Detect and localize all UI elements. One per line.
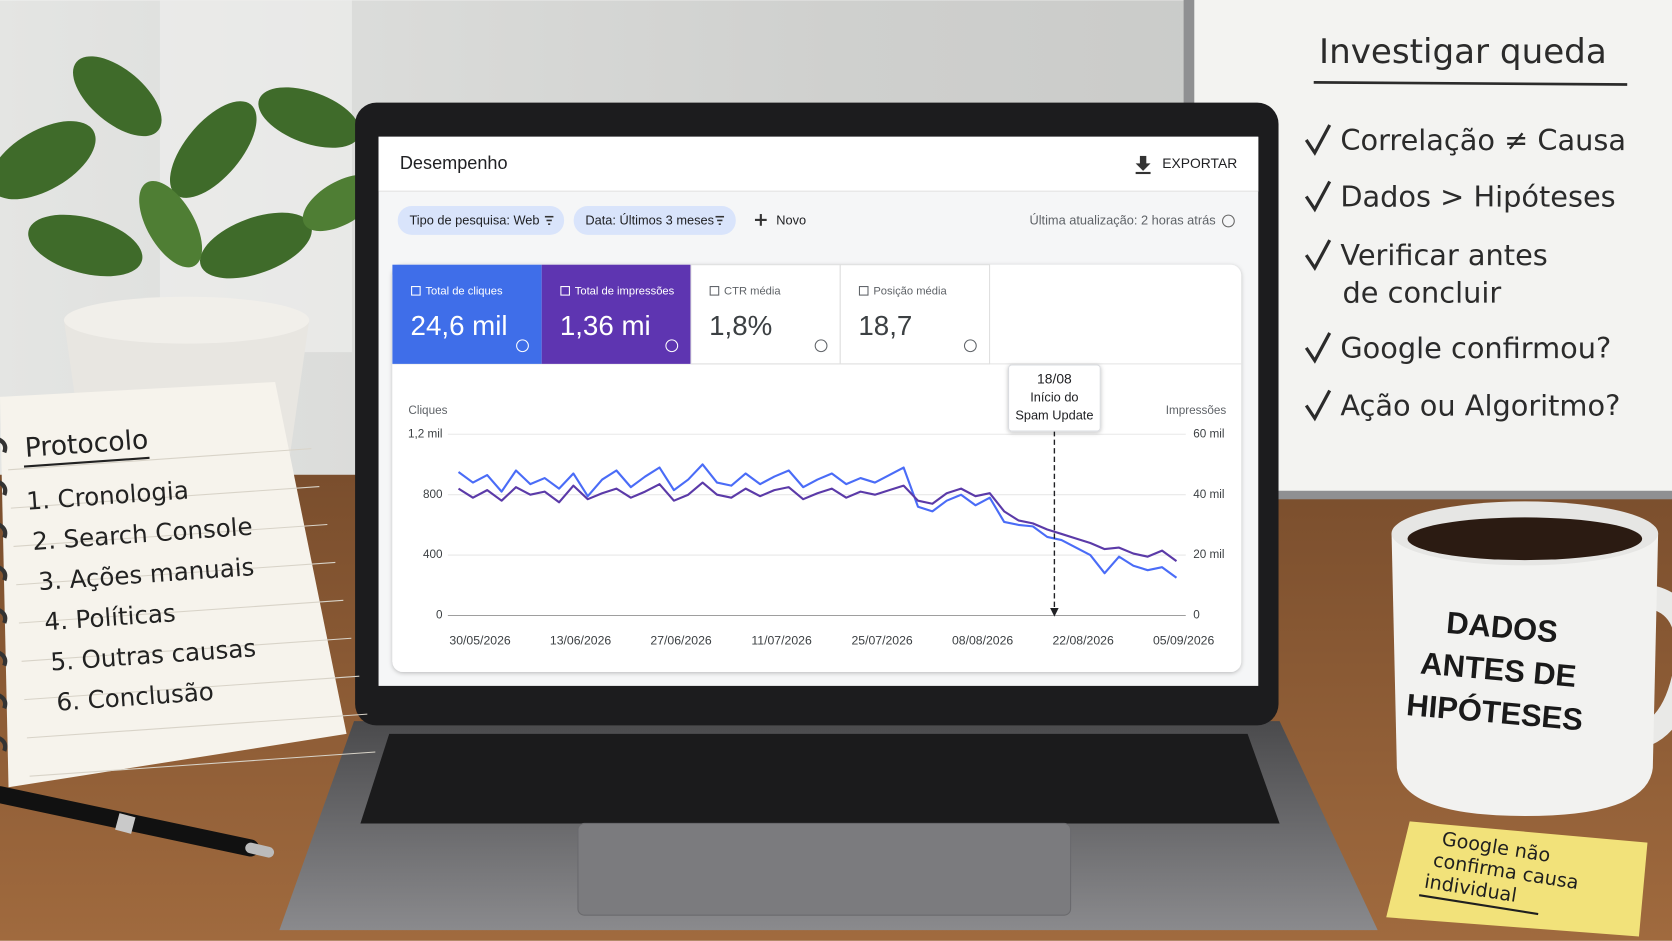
y2-tick-label: 40 mil <box>1193 488 1224 501</box>
y-tick-label: 800 <box>423 488 443 501</box>
keyboard <box>360 733 1280 824</box>
check-mark <box>1304 389 1332 422</box>
metric-help-icon <box>665 339 679 353</box>
metric-help-icon <box>516 339 529 353</box>
ruled-line <box>8 448 312 471</box>
check-mark <box>1304 332 1332 364</box>
ruled-line <box>16 561 336 586</box>
metric-value: 1,36 mi <box>560 310 651 341</box>
screen-ui: Desempenho EXPORTAR Tipo de pesquisa: Web D… <box>392 153 1237 365</box>
y2-tick-label: 20 mil <box>1193 548 1224 561</box>
metric-checkbox <box>411 286 421 296</box>
notebook-rings <box>0 437 8 752</box>
y-axis-title: Cliques <box>408 404 447 417</box>
x-tick-label: 05/09/2026 <box>1153 633 1214 647</box>
series-line <box>457 463 1178 579</box>
metric-card[interactable]: Total de impressões 1,36 mi <box>541 264 691 364</box>
pot-rim <box>63 296 310 344</box>
annotation-box <box>1008 364 1101 432</box>
trackpad <box>577 822 1072 916</box>
whiteboard-item: Correlação ≠ Causa <box>1340 123 1626 157</box>
filter-chip[interactable] <box>573 206 736 235</box>
ruled-line <box>29 751 376 777</box>
x-tick-label: 13/06/2026 <box>550 633 611 647</box>
screen-header <box>378 136 1259 192</box>
x-tick-label: 22/08/2026 <box>1052 633 1113 647</box>
last-update: Última atualização: 2 horas atrás <box>1029 212 1215 227</box>
metric-value: 18,7 <box>858 310 912 341</box>
ruled-line <box>24 675 360 701</box>
metric-card[interactable]: Total de cliques 24,6 mil <box>392 264 542 364</box>
metric-label: Total de cliques <box>425 285 503 297</box>
title-underline <box>1313 81 1628 86</box>
x-tick-label: 25/07/2026 <box>851 633 912 647</box>
filter-chip-label: Data: Últimos 3 meses <box>585 212 714 227</box>
ruled-line <box>18 599 344 624</box>
export-icon <box>1135 155 1151 175</box>
pen <box>0 786 275 858</box>
y2-tick-label: 60 mil <box>1193 427 1224 440</box>
y-tick-label: 0 <box>436 609 443 622</box>
annotation-text: 18/08 <box>1037 371 1072 387</box>
whiteboard-item: Ação ou Algoritmo? <box>1340 389 1620 423</box>
metric-help-icon <box>963 339 977 353</box>
y-tick-label: 400 <box>423 548 443 561</box>
y-tick-label: 1,2 mil <box>408 427 443 440</box>
whiteboard-text: Investigar queda Correlação ≠ Causa Dados … <box>1304 32 1628 423</box>
page-title: Desempenho <box>400 153 508 173</box>
new-filter[interactable]: Novo <box>776 212 806 227</box>
info-icon <box>1222 214 1235 228</box>
x-tick-label: 11/07/2026 <box>751 633 812 647</box>
notebook <box>0 381 347 788</box>
sticky-note <box>1386 821 1648 937</box>
metric-card[interactable]: CTR média 1,8% <box>690 264 841 365</box>
metric-label: Posição média <box>873 285 947 297</box>
x-tick-label: 08/08/2026 <box>952 633 1013 647</box>
metric-help-icon <box>814 339 828 353</box>
metric-value: 24,6 mil <box>411 310 508 341</box>
whiteboard-item: Dados > Hipóteses <box>1340 180 1615 214</box>
x-tick-label: 27/06/2026 <box>650 633 711 647</box>
chart: Cliques Impressões 0 400 800 1,2 mil 0 20 mil 40… <box>408 364 1227 647</box>
metric-checkbox <box>709 286 720 296</box>
sticky-underline <box>1418 894 1539 916</box>
metric-checkbox <box>560 286 570 296</box>
check-mark <box>1304 180 1332 213</box>
metric-label: CTR média <box>724 285 781 297</box>
whiteboard-item: de concluir <box>1343 276 1502 310</box>
filter-chip[interactable] <box>397 206 565 235</box>
whiteboard-title: Investigar queda <box>1319 32 1607 72</box>
whiteboard-item: Google confirmou? <box>1340 331 1611 365</box>
series-line <box>457 481 1178 562</box>
ruled-line <box>21 637 352 662</box>
y2-axis-title: Impressões <box>1166 404 1227 417</box>
x-tick-label: 30/05/2026 <box>449 633 510 647</box>
metric-value: 1,8% <box>709 310 772 341</box>
ruled-line <box>13 523 328 547</box>
title-underline <box>23 456 150 468</box>
mug <box>1391 533 1659 816</box>
metric-checkbox <box>858 286 869 296</box>
export-button[interactable]: EXPORTAR <box>1162 155 1237 171</box>
check-mark <box>1304 124 1332 156</box>
leaves <box>0 56 380 279</box>
metric-label: Total de impressões <box>575 285 675 297</box>
annotation-text: Spam Update <box>1015 407 1093 422</box>
check-mark <box>1304 239 1332 272</box>
metric-card[interactable]: Posição média 18,7 <box>839 264 991 365</box>
mug-handle <box>1637 586 1672 748</box>
ruled-line <box>10 486 320 509</box>
ruled-line <box>26 713 368 739</box>
coffee <box>1407 517 1643 561</box>
annotation-text: Início do <box>1030 389 1078 404</box>
chip-icons <box>544 214 767 226</box>
whiteboard-item: Verificar antes <box>1340 238 1547 272</box>
annotation-arrow <box>1050 608 1059 617</box>
filter-chip-label: Tipo de pesquisa: Web <box>409 212 539 227</box>
y2-tick-label: 0 <box>1193 609 1200 622</box>
